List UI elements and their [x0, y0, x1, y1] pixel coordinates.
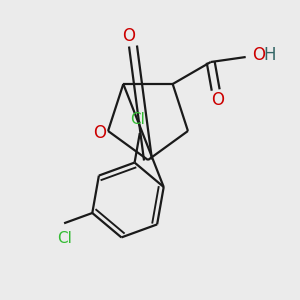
Text: O: O — [211, 91, 224, 109]
Text: O: O — [122, 27, 136, 45]
Text: H: H — [264, 46, 276, 64]
Text: O: O — [252, 46, 265, 64]
Text: O: O — [94, 124, 106, 142]
Text: Cl: Cl — [130, 112, 145, 127]
Text: Cl: Cl — [57, 231, 71, 246]
